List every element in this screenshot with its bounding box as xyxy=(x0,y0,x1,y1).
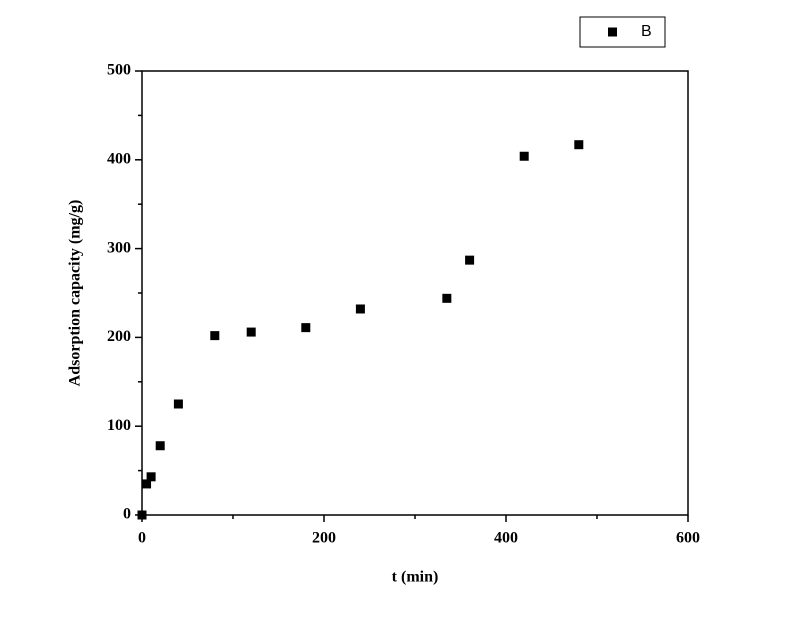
point xyxy=(355,304,365,314)
point xyxy=(301,323,311,333)
point xyxy=(146,472,156,482)
y-tick-label: 400 xyxy=(107,150,131,167)
point xyxy=(137,510,147,520)
point xyxy=(173,399,183,409)
legend-box xyxy=(579,16,666,48)
legend-label: B xyxy=(641,23,652,40)
plot-frame xyxy=(141,70,689,516)
point xyxy=(246,327,256,337)
y-tick-label: 500 xyxy=(107,62,131,79)
legend-marker xyxy=(608,27,617,37)
point xyxy=(519,151,529,161)
y-tick-label: 100 xyxy=(107,417,131,434)
point xyxy=(465,255,475,265)
point xyxy=(574,140,584,150)
y-axis-label: Adsorption capacity (mg/g) xyxy=(67,200,84,387)
point xyxy=(210,331,220,341)
x-tick-label: 400 xyxy=(494,530,518,547)
y-tick-label: 0 xyxy=(123,506,131,523)
point xyxy=(155,441,165,451)
point xyxy=(142,479,152,489)
x-tick-label: 200 xyxy=(312,530,336,547)
y-tick-label: 200 xyxy=(107,328,131,345)
x-tick-label: 0 xyxy=(138,530,146,547)
point xyxy=(442,293,452,303)
y-tick-label: 300 xyxy=(107,239,131,256)
x-axis-label: t (min) xyxy=(392,569,439,586)
x-tick-label: 600 xyxy=(676,530,700,547)
